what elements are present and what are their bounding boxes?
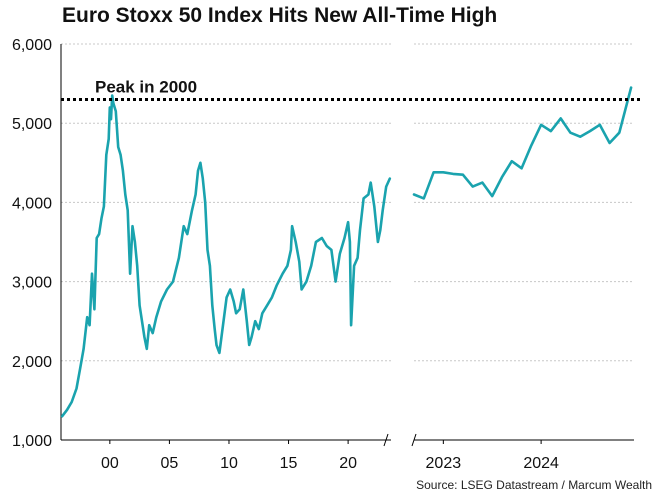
y-tick-label-5000: 5,000 bbox=[12, 116, 52, 133]
series-line-history bbox=[60, 94, 392, 418]
x-tick-label-05: 05 bbox=[161, 455, 179, 472]
y-tick-label-3000: 3,000 bbox=[12, 275, 52, 292]
x-tick-label-00: 00 bbox=[101, 455, 119, 472]
y-tick-label-4000: 4,000 bbox=[12, 195, 52, 212]
x-tick-label-2023: 2023 bbox=[426, 455, 462, 472]
y-tick-labels: 1,000 2,000 3,000 4,000 5,000 6,000 bbox=[12, 37, 52, 450]
peak-reference: Peak in 2000 bbox=[61, 77, 640, 101]
y-tick-label-2000: 2,000 bbox=[12, 354, 52, 371]
y-tick-label-1000: 1,000 bbox=[12, 433, 52, 450]
x-tick-label-20: 20 bbox=[339, 455, 357, 472]
gridlines bbox=[61, 43, 634, 362]
axis-break-mark-right bbox=[411, 433, 417, 447]
x-tick-label-2024: 2024 bbox=[523, 455, 559, 472]
series-lines bbox=[60, 86, 633, 418]
source-note: Source: LSEG Datastream / Marcum Wealth bbox=[416, 478, 652, 492]
y-tick-label-6000: 6,000 bbox=[12, 37, 52, 54]
x-tick-label-10: 10 bbox=[220, 455, 238, 472]
series-line-recent bbox=[412, 86, 633, 200]
x-tick-labels: 00 05 10 15 20 2023 2024 bbox=[101, 455, 559, 472]
peak-label: Peak in 2000 bbox=[95, 77, 197, 96]
axis-break-mark-left bbox=[383, 433, 389, 447]
chart-title: Euro Stoxx 50 Index Hits New All-Time Hi… bbox=[62, 4, 498, 27]
x-tick-label-15: 15 bbox=[280, 455, 298, 472]
axes bbox=[60, 44, 634, 447]
